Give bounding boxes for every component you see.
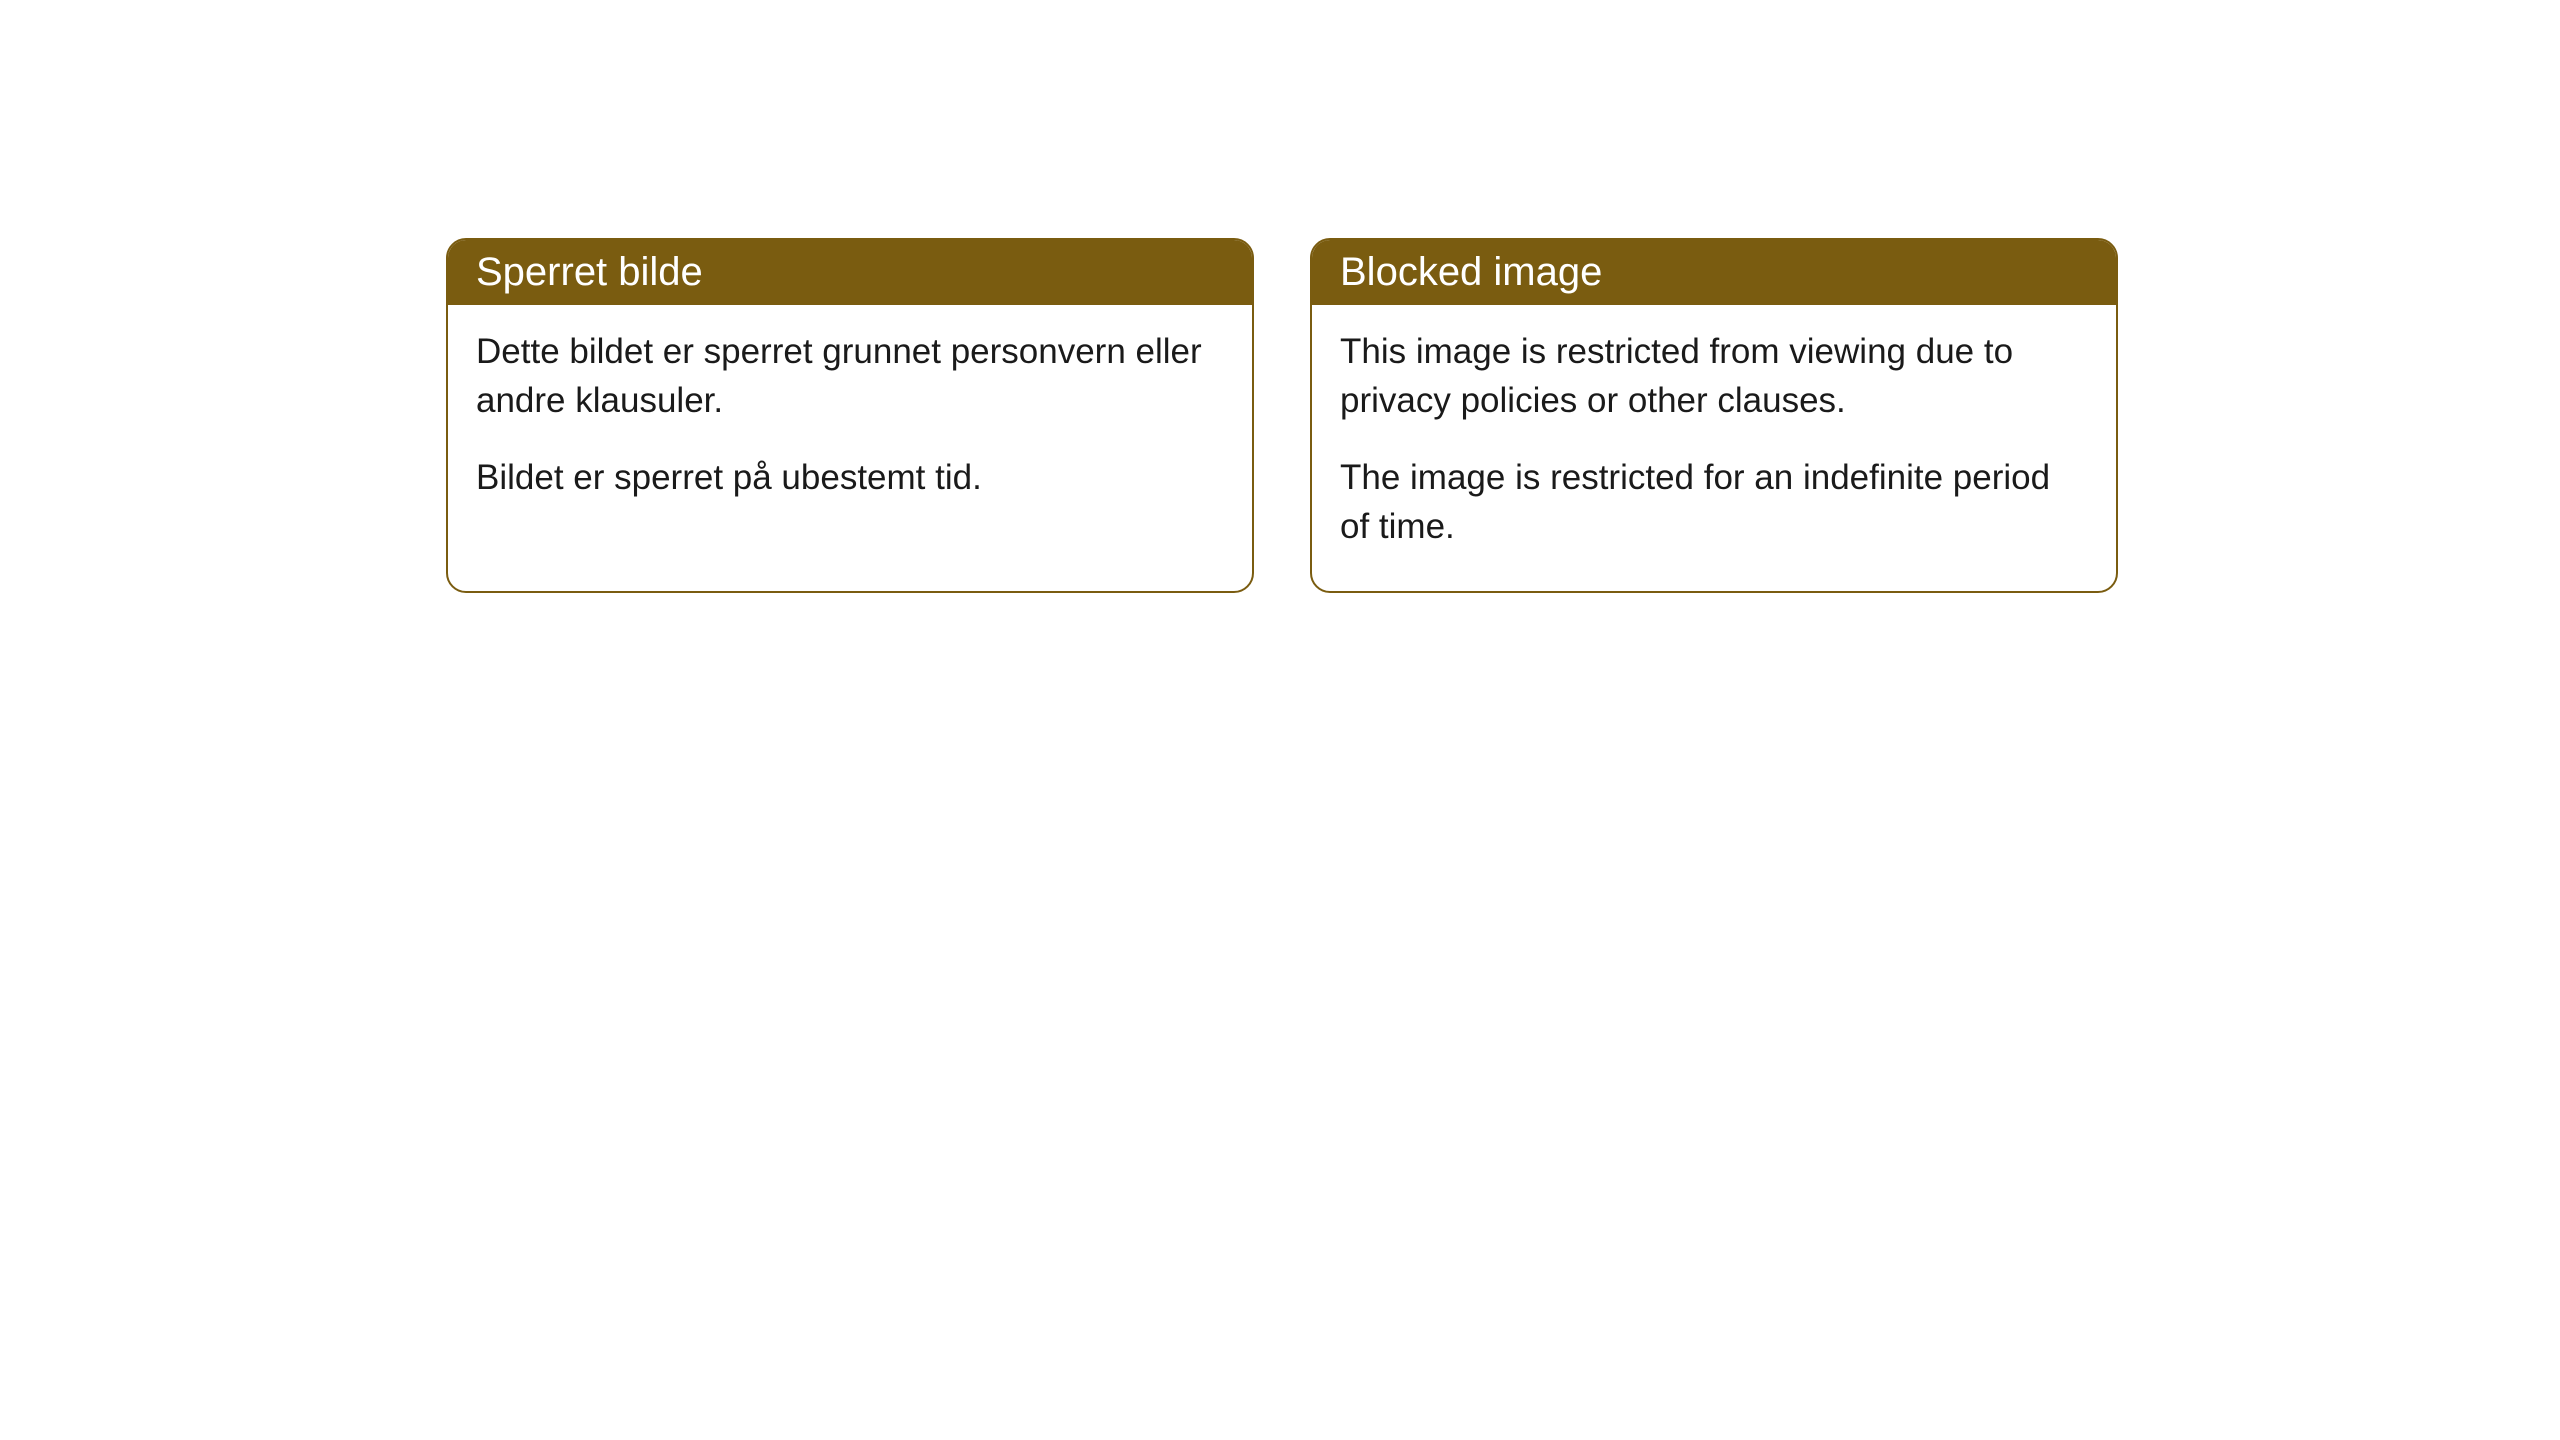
card-paragraph: This image is restricted from viewing du… — [1340, 327, 2088, 425]
card-title: Sperret bilde — [476, 250, 703, 294]
card-paragraph: Dette bildet er sperret grunnet personve… — [476, 327, 1224, 425]
card-header: Blocked image — [1312, 240, 2116, 305]
blocked-image-card-en: Blocked image This image is restricted f… — [1310, 238, 2118, 593]
card-paragraph: Bildet er sperret på ubestemt tid. — [476, 453, 1224, 502]
blocked-image-card-no: Sperret bilde Dette bildet er sperret gr… — [446, 238, 1254, 593]
notice-cards-container: Sperret bilde Dette bildet er sperret gr… — [446, 238, 2118, 593]
card-paragraph: The image is restricted for an indefinit… — [1340, 453, 2088, 551]
card-body: Dette bildet er sperret grunnet personve… — [448, 305, 1252, 542]
card-title: Blocked image — [1340, 250, 1602, 294]
card-header: Sperret bilde — [448, 240, 1252, 305]
card-body: This image is restricted from viewing du… — [1312, 305, 2116, 591]
